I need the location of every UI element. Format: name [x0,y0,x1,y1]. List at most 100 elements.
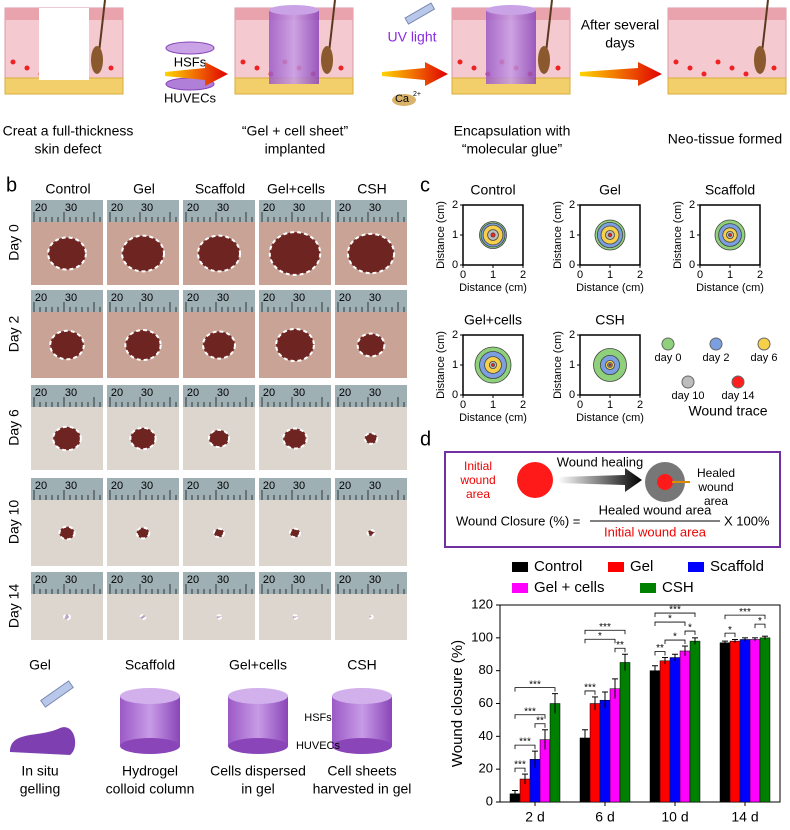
sig-label: *** [529,679,541,690]
legend-swatch [512,583,528,593]
implant-top [269,5,319,15]
y-tick-label: 0 [569,259,575,271]
wound [124,329,162,361]
photo-ruler [183,200,255,222]
ruler-label: 20 [263,574,275,586]
sig-bracket [654,621,686,627]
wound [215,614,223,620]
legend-swatch [608,562,624,572]
photo-ruler [335,572,407,594]
wound [49,329,85,361]
photo-ruler [107,200,179,222]
blood-cell [10,59,16,65]
cylinder-bottom [332,738,392,754]
panel-label: b [6,174,17,196]
photo-ruler [259,290,331,312]
sig-label: *** [524,706,536,717]
bar [679,650,691,803]
follicle [538,46,550,74]
photo-ruler [183,572,255,594]
sig-bracket [584,690,596,695]
cylinder [120,696,180,746]
step-caption: implanted [265,141,326,157]
column-header: Scaffold [195,181,245,197]
sig-bracket [514,687,556,692]
cylinder-top [332,688,392,704]
cylinder-bottom [120,738,180,754]
sig-bracket [614,647,626,653]
x-tick-label: 2 d [525,809,544,825]
step-caption: “Gel + cell sheet” [242,123,349,139]
ruler-label: 30 [293,387,305,399]
x-tick-label: 2 [520,269,526,281]
wound-trace [490,232,496,238]
bar [729,640,741,803]
photo-ruler [31,478,103,500]
ruler-label: 20 [263,292,275,304]
arrow [580,62,662,86]
row-label: Day 0 [6,224,22,261]
row-label: Day 14 [6,584,22,629]
blood-cell [457,59,463,65]
ruler-label: 30 [369,292,381,304]
bar [719,642,731,803]
y-tick-label: 60 [479,695,493,710]
bar [609,688,621,803]
step-caption: Creat a full-thickness [3,123,134,139]
x-tick-label: 0 [460,269,466,281]
ruler-label: 30 [141,202,153,214]
photo-ruler [335,200,407,222]
x-axis-label: Distance (cm) [696,282,764,294]
photo-ruler [259,385,331,407]
blood-cell [743,71,749,77]
wound-trace [491,363,495,367]
ruler-label: 30 [369,202,381,214]
ca-superscript: 2+ [413,91,421,98]
ruler-label: 30 [369,480,381,492]
implant-top [486,5,536,15]
photo-ruler [183,385,255,407]
ruler-label: 30 [141,574,153,586]
x-tick-label: 2 [757,269,763,281]
photo-ruler [31,200,103,222]
ruler-label: 30 [217,480,229,492]
ruler-label: 20 [35,480,47,492]
photo-ruler [259,572,331,594]
arrow [382,62,448,86]
wound [139,613,147,621]
photo-ruler [183,478,255,500]
wound-trace [607,232,613,238]
wound [202,330,236,360]
ruler-label: 20 [111,480,123,492]
y-tick-label: 2 [689,199,695,211]
bar [669,657,681,803]
implant [486,10,536,84]
wound [47,236,87,271]
y-tick-label: 100 [471,629,493,644]
x-tick-label: 2 [520,399,526,411]
sheet-label: HUVECs [164,90,217,105]
ruler-label: 20 [35,202,47,214]
sig-label: * [598,631,602,642]
x-axis-label: Distance (cm) [576,282,644,294]
ruler-label: 30 [293,480,305,492]
legend-label: day 0 [655,352,682,364]
sig-label: *** [669,605,681,616]
y-axis-label: Distance (cm) [552,201,564,269]
legend-swatch [512,562,528,572]
panel-a: Creat a full-thickness skin defect “Gel + … [3,0,787,157]
x-tick-label: 1 [727,269,733,281]
ruler-label: 30 [217,292,229,304]
y-tick-label: 2 [569,329,575,341]
sig-bracket [724,614,766,620]
fat-layer [667,77,787,95]
wound [207,428,231,449]
blood-cell [24,65,30,71]
ruler-label: 20 [35,387,47,399]
y-tick-label: 0 [569,389,575,401]
wound [288,527,302,539]
photo-ruler [183,290,255,312]
blood-cell [338,65,344,71]
x-tick-label: 14 d [731,809,758,825]
bar [689,640,701,803]
